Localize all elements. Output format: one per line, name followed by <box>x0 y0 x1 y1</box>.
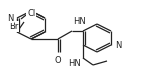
Text: HN: HN <box>73 17 86 26</box>
Text: N: N <box>7 14 13 22</box>
Text: HN: HN <box>68 59 81 68</box>
Text: O: O <box>55 56 61 65</box>
Text: N: N <box>115 41 121 49</box>
Text: Cl: Cl <box>27 9 35 18</box>
Text: Br: Br <box>9 22 18 31</box>
